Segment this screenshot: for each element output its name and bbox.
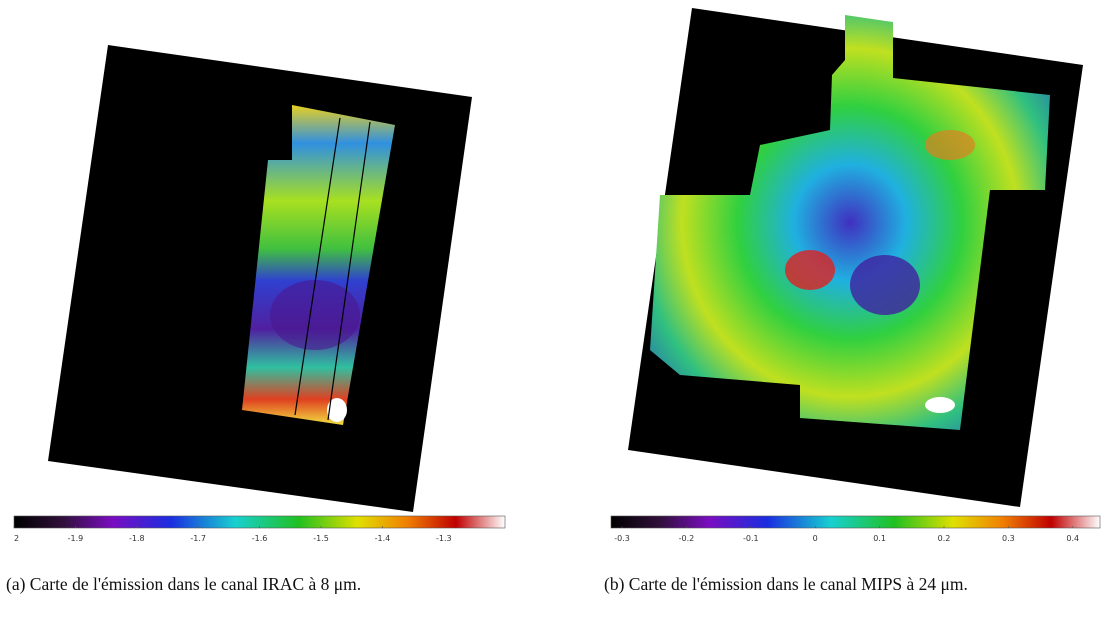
- colorbar-tick-label: -1.5: [313, 534, 329, 543]
- caption: (b) Carte de l'émission dans le canal MI…: [604, 574, 968, 594]
- map-feature: [925, 397, 955, 413]
- map-feature: [925, 130, 975, 160]
- colorbar-tick-label: 0.2: [938, 534, 951, 543]
- colorbar-tick-label: -1.7: [190, 534, 206, 543]
- colorbar-tick-label: -0.1: [743, 534, 759, 543]
- emission-map: [242, 105, 395, 425]
- colorbar-tick-label: 0.1: [873, 534, 886, 543]
- map-feature: [850, 255, 920, 315]
- map-seam: [294, 117, 341, 416]
- map-feature: [785, 250, 835, 290]
- colorbar-tick-label: 2: [14, 534, 19, 543]
- colorbar-tick-label: -0.3: [614, 534, 630, 543]
- colorbar-tick-label: -1.3: [436, 534, 452, 543]
- colorbar-tick-label: -0.2: [679, 534, 695, 543]
- map-feature: [270, 280, 360, 350]
- colorbar-tick-label: 0.3: [1002, 534, 1015, 543]
- caption: (a) Carte de l'émission dans le canal IR…: [6, 574, 362, 594]
- colorbar-tick-label: -1.9: [68, 534, 84, 543]
- colorbar: [610, 515, 1101, 529]
- colorbar-tick-label: -1.8: [129, 534, 145, 543]
- map-seam: [327, 121, 371, 421]
- emission-map: [650, 15, 1050, 430]
- colorbar-tick-label: -1.6: [252, 534, 268, 543]
- map-feature: [327, 398, 347, 422]
- colorbar-tick-label: 0: [813, 534, 818, 543]
- colorbar-tick-label: -1.4: [375, 534, 391, 543]
- colorbar-tick-label: 0.4: [1066, 534, 1079, 543]
